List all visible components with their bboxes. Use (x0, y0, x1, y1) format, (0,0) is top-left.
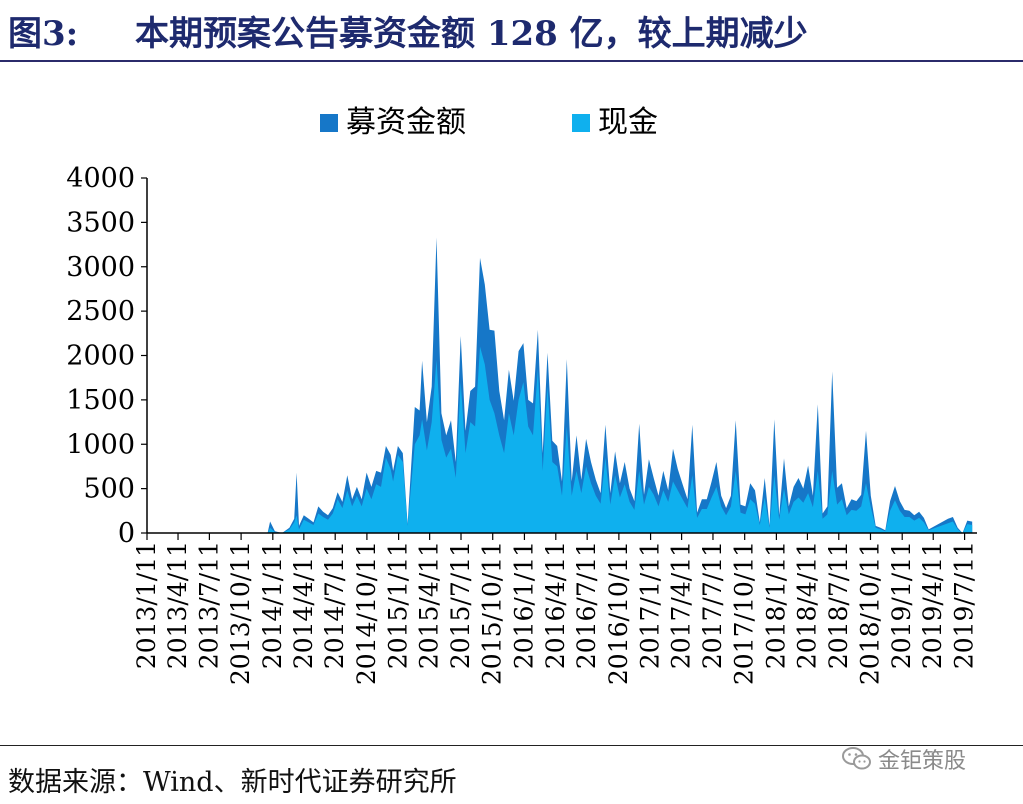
y-tick-label: 500 (83, 474, 135, 505)
x-tick-label: 2017/4/11 (667, 541, 696, 669)
x-tick-label: 2017/1/11 (636, 541, 665, 669)
x-tick-label: 2014/10/11 (352, 541, 381, 685)
y-tick-label: 0 (118, 518, 135, 549)
x-tick-label: 2016/10/11 (604, 541, 633, 685)
area-chart: 募资金额 现金 05001000150020002500300035004000 … (66, 105, 979, 685)
x-tick-label: 2019/4/11 (918, 541, 947, 669)
x-tick-label: 2013/1/11 (132, 541, 161, 669)
y-tick-label: 2000 (66, 341, 135, 372)
legend-label: 现金 (598, 105, 658, 140)
x-tick-label: 2016/7/11 (572, 541, 601, 669)
y-tick-label: 3000 (66, 252, 135, 283)
chart-legend: 募资金额 现金 (320, 105, 658, 140)
y-tick-label: 4000 (66, 163, 135, 194)
series-area-cash (147, 346, 973, 533)
y-tick-label: 1000 (66, 429, 135, 460)
x-tick-label: 2015/4/11 (415, 541, 444, 669)
x-tick-label: 2015/1/11 (384, 541, 413, 669)
watermark: 金钜策股 (842, 742, 966, 776)
x-tick-label: 2016/1/11 (509, 541, 538, 669)
y-tick-label: 3500 (66, 207, 135, 238)
x-tick-label: 2013/4/11 (163, 541, 192, 669)
x-tick-label: 2016/4/11 (541, 541, 570, 669)
wechat-icon (842, 747, 871, 770)
footer-divider (0, 745, 1023, 746)
x-tick-label: 2013/10/11 (226, 541, 255, 685)
x-tick-label: 2018/10/11 (856, 541, 885, 685)
x-tick-label: 2017/10/11 (730, 541, 759, 685)
x-tick-label: 2018/1/11 (761, 541, 790, 669)
figure-title: 本期预案公告募资金额 128 亿，较上期减少 (135, 14, 808, 54)
x-tick-label: 2014/1/11 (258, 541, 287, 669)
x-tick-label: 2015/7/11 (446, 541, 475, 669)
y-axis: 0 500 1000 1500 2000 2500 3000 3500 4000 (66, 163, 148, 549)
x-axis: 2013/1/11 2013/4/11 2013/7/11 2013/10/11 201… (132, 532, 979, 685)
legend-label: 募资金额 (346, 105, 466, 140)
x-tick-label: 2018/7/11 (824, 541, 853, 669)
legend-swatch-total (320, 114, 338, 132)
legend-swatch-cash (572, 114, 590, 132)
figure-number: 图3: (8, 14, 79, 54)
x-tick-label: 2014/4/11 (289, 541, 318, 669)
series-area-total (147, 237, 973, 533)
x-tick-label: 2014/7/11 (320, 541, 349, 669)
figure-header: 图3: 本期预案公告募资金额 128 亿，较上期减少 (0, 0, 1023, 62)
x-tick-label: 2015/10/11 (478, 541, 507, 685)
x-tick-label: 2019/7/11 (950, 541, 979, 669)
x-tick-label: 2018/4/11 (792, 541, 821, 669)
x-tick-label: 2019/1/11 (887, 541, 916, 669)
watermark-text: 金钜策股 (878, 749, 967, 774)
plot-area (147, 237, 973, 533)
y-tick-label: 1500 (66, 385, 135, 416)
y-tick-label: 2500 (66, 296, 135, 327)
x-tick-label: 2013/7/11 (194, 541, 223, 669)
x-tick-label: 2017/7/11 (698, 541, 727, 669)
source-note: 数据来源：Wind、新时代证券研究所 (8, 767, 457, 798)
